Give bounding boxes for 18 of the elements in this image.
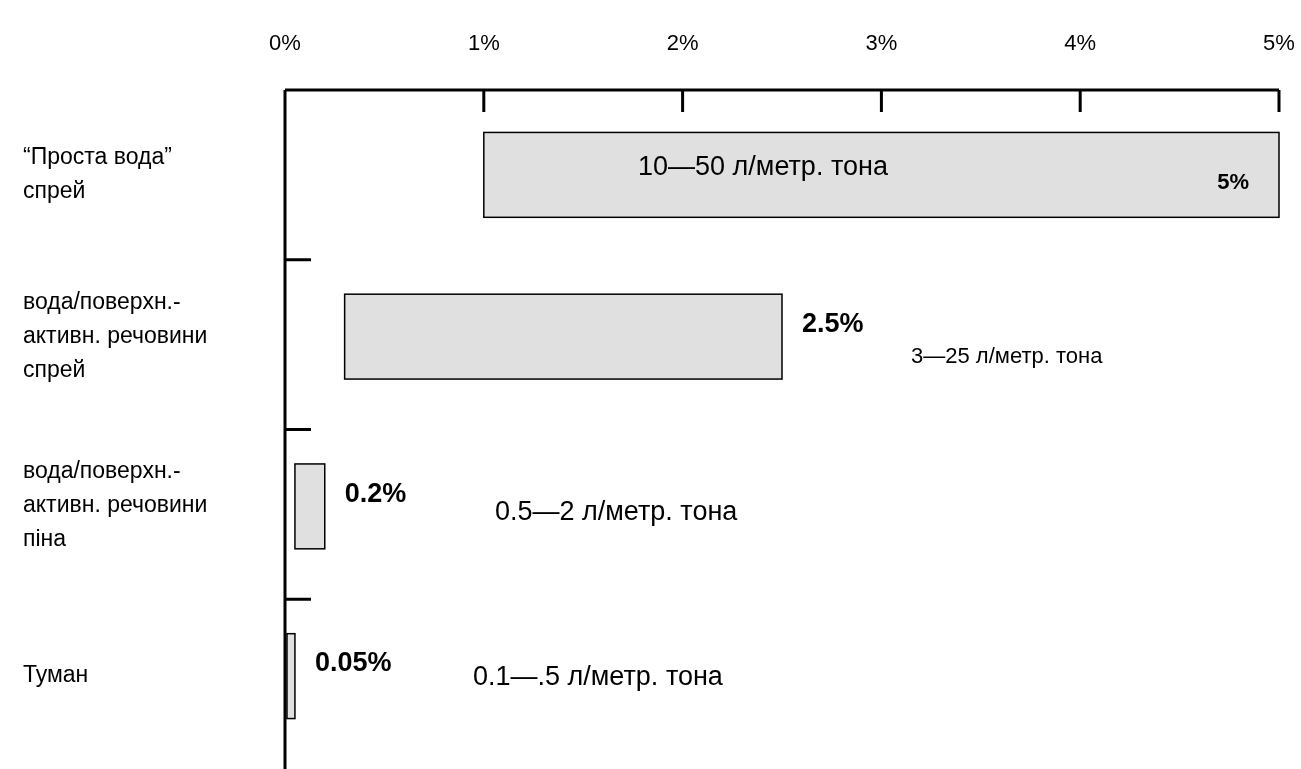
data-label: 0.2% xyxy=(344,477,407,508)
annotation: 3—25 л/метр. тона xyxy=(911,342,1104,368)
y-tick-label: вода/поверхн.- активн. речовини піна xyxy=(23,457,208,552)
data-label: 5% xyxy=(1217,168,1249,194)
data-label: 0.05% xyxy=(314,647,392,678)
annotation: 10—50 л/метр. тона xyxy=(638,151,889,182)
annotation: 0.5—2 л/метр. тона xyxy=(495,496,739,527)
y-tick-label: Туман xyxy=(23,661,89,688)
x-tick-label: 5% xyxy=(1263,30,1295,55)
y-tick-label: вода/поверхн.- активн. речовини спрей xyxy=(23,287,208,382)
x-tick-label: 2% xyxy=(666,30,699,55)
x-tick-label: 0% xyxy=(269,30,301,55)
annotation: 0.1—.5 л/метр. тона xyxy=(473,661,724,692)
y-tick-label: “Проста вода” спрей xyxy=(23,142,172,203)
x-tick-label: 3% xyxy=(865,30,898,55)
x-tick-label: 1% xyxy=(467,30,500,55)
data-label: 2.5% xyxy=(802,307,864,338)
x-tick-label: 4% xyxy=(1064,30,1097,55)
